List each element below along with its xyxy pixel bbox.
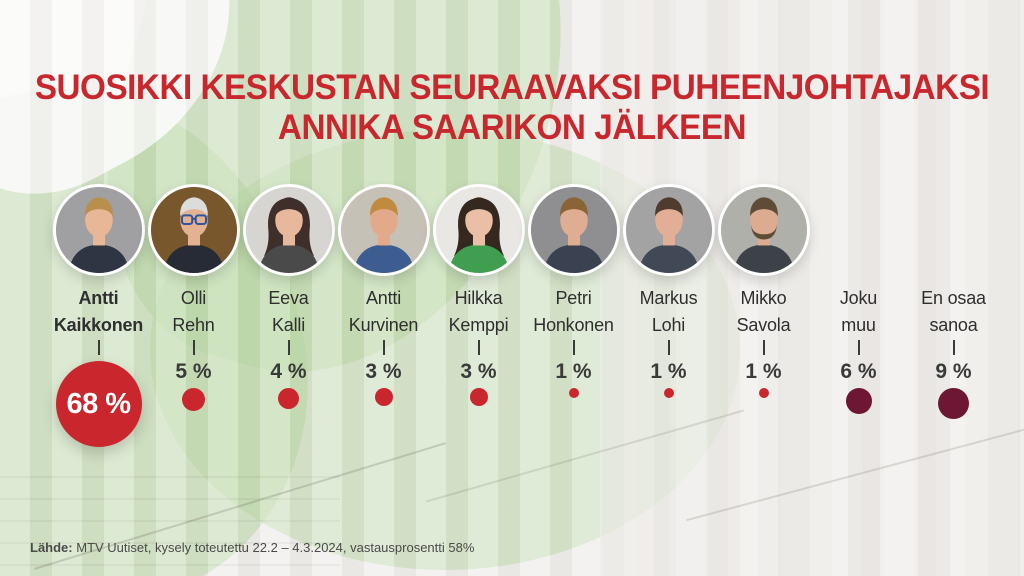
connector-tick xyxy=(857,340,860,355)
candidate-column: Olli Rehn 5 % xyxy=(146,184,241,471)
candidate-name: Mikko Savola xyxy=(736,288,791,335)
candidate-photo xyxy=(242,184,335,276)
candidate-photo xyxy=(717,184,810,276)
avatar-area xyxy=(146,184,241,276)
candidate-column: Eeva Kalli 4 % xyxy=(241,184,336,471)
value-area: 9 % xyxy=(906,359,1001,471)
title-line-1: SUOSIKKI KESKUSTAN SEURAAVAKSI PUHEENJOH… xyxy=(34,68,990,107)
percent-label: 1 % xyxy=(650,360,687,383)
candidate-column: Antti Kaikkonen 68 % xyxy=(51,184,146,471)
candidate-column: Hilkka Kemppi 3 % xyxy=(431,184,526,471)
value-circle xyxy=(568,388,579,398)
candidate-name: Eeva Kalli xyxy=(268,288,309,335)
avatar-area xyxy=(811,184,906,276)
connector-tick xyxy=(97,340,100,355)
avatar-area xyxy=(621,184,716,276)
candidate-photo xyxy=(337,184,430,276)
candidate-name: Markus Lohi xyxy=(639,288,698,335)
value-circle xyxy=(469,388,488,406)
value-circle xyxy=(374,388,393,406)
connector-tick xyxy=(287,340,290,355)
parliament-columns-texture xyxy=(600,0,1024,576)
candidate-name: Petri Honkonen xyxy=(533,288,614,335)
value-area: 4 % xyxy=(241,359,336,471)
avatar-area xyxy=(716,184,811,276)
candidate-name: Joku muu xyxy=(839,288,878,335)
candidate-column: Petri Honkonen 1 % xyxy=(526,184,621,471)
value-area: 68 % xyxy=(51,359,146,471)
stair-steps-texture xyxy=(0,456,340,576)
candidate-name: Antti Kurvinen xyxy=(348,288,419,335)
avatar-area xyxy=(431,184,526,276)
candidate-name: Antti Kaikkonen xyxy=(53,288,144,335)
candidate-column: Mikko Savola 1 % xyxy=(716,184,811,471)
page-title: SUOSIKKI KESKUSTAN SEURAAVAKSI PUHEENJOH… xyxy=(26,68,999,148)
percent-label: 9 % xyxy=(935,360,972,383)
percent-label: 3 % xyxy=(460,360,497,383)
avatar-area xyxy=(51,184,146,276)
value-area: 3 % xyxy=(431,359,526,471)
candidate-column: En osaa sanoa 9 % xyxy=(906,184,1001,471)
candidate-column: Antti Kurvinen 3 % xyxy=(336,184,431,471)
candidate-column: Markus Lohi 1 % xyxy=(621,184,716,471)
connector-tick xyxy=(762,340,765,355)
candidate-photo xyxy=(622,184,715,276)
percent-label: 1 % xyxy=(745,360,782,383)
value-area: 1 % xyxy=(716,359,811,471)
avatar-area xyxy=(241,184,336,276)
candidate-name: Hilkka Kemppi xyxy=(448,288,509,335)
candidates-row: Antti Kaikkonen 68 % Olli Rehn 5 % Eeva Kalli 4 … xyxy=(51,184,1001,471)
percent-label: 5 % xyxy=(175,360,212,383)
avatar-area xyxy=(906,184,1001,276)
value-circle: 68 % xyxy=(55,361,142,447)
value-area: 1 % xyxy=(526,359,621,471)
source-label: Lähde: xyxy=(30,540,73,555)
value-area: 5 % xyxy=(146,359,241,471)
candidate-name: Olli Rehn xyxy=(172,288,215,335)
source-note: Lähde: MTV Uutiset, kysely toteutettu 22… xyxy=(30,540,474,555)
percent-label: 6 % xyxy=(840,360,877,383)
candidate-column: Joku muu 6 % xyxy=(811,184,906,471)
connector-tick xyxy=(477,340,480,355)
connector-tick xyxy=(192,340,195,355)
value-circle xyxy=(758,388,769,398)
value-area: 3 % xyxy=(336,359,431,471)
candidate-photo xyxy=(432,184,525,276)
value-circle xyxy=(663,388,674,398)
value-circle xyxy=(938,388,969,419)
value-circle xyxy=(845,388,872,414)
candidate-name: En osaa sanoa xyxy=(921,288,986,335)
value-area: 1 % xyxy=(621,359,716,471)
percent-label: 4 % xyxy=(270,360,307,383)
percent-label: 3 % xyxy=(365,360,402,383)
connector-tick xyxy=(952,340,955,355)
candidate-photo xyxy=(527,184,620,276)
source-text: MTV Uutiset, kysely toteutettu 22.2 – 4.… xyxy=(72,540,475,555)
percent-label: 1 % xyxy=(555,360,592,383)
title-line-2: ANNIKA SAARIKON JÄLKEEN xyxy=(277,108,747,147)
value-circle xyxy=(182,388,205,411)
candidate-photo xyxy=(147,184,240,276)
value-circle xyxy=(278,388,299,409)
connector-tick xyxy=(382,340,385,355)
avatar-area xyxy=(336,184,431,276)
avatar-area xyxy=(526,184,621,276)
connector-tick xyxy=(572,340,575,355)
candidate-photo xyxy=(52,184,145,276)
value-area: 6 % xyxy=(811,359,906,471)
connector-tick xyxy=(667,340,670,355)
